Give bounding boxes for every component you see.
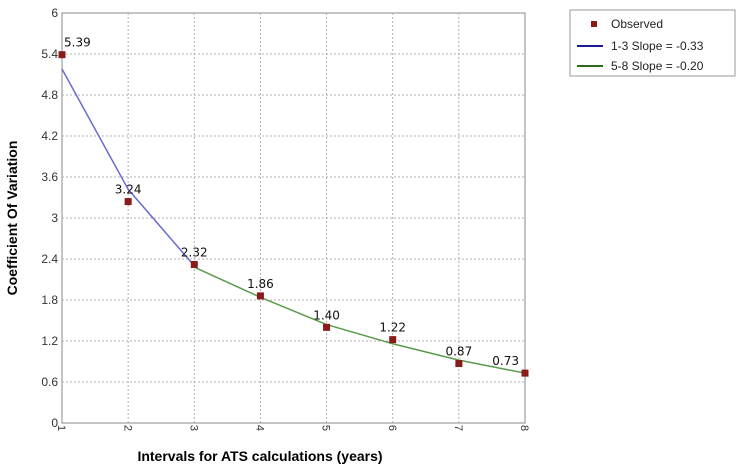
x-tick-label: 6 (386, 425, 398, 431)
legend: Observed 1-3 Slope = -0.33 5-8 Slope = -… (569, 9, 736, 77)
y-tick-label: 4.2 (41, 129, 58, 143)
data-label: 3.24 (115, 183, 142, 197)
legend-line2-label: 5-8 Slope = -0.20 (611, 59, 704, 73)
y-tick-label: 4.8 (41, 88, 58, 102)
x-tick-label: 7 (452, 425, 464, 431)
y-tick-label: 0.6 (41, 375, 58, 389)
legend-line1-label: 1-3 Slope = -0.33 (611, 39, 704, 53)
y-tick-label: 1.8 (41, 293, 58, 307)
y-tick-label: 3.6 (41, 170, 58, 184)
trend-line-2 (193, 266, 526, 374)
y-tick-label: 1.2 (41, 334, 58, 348)
data-label: 5.39 (64, 36, 91, 50)
y-axis-title: Coefficient Of Variation (4, 141, 20, 296)
y-tick-label: 5.4 (41, 47, 58, 61)
y-axis-ticks: 0 0.6 1.2 1.8 2.4 3 3.6 4.2 4.8 5.4 6 (41, 6, 58, 430)
data-label: 1.86 (247, 277, 274, 291)
trend-line-1 (61, 68, 195, 267)
data-label: 0.87 (445, 345, 472, 359)
data-label: 2.32 (181, 245, 208, 259)
observed-points (58, 51, 529, 377)
data-label: 0.73 (492, 354, 519, 368)
observed-point (389, 336, 397, 344)
legend-observed-label: Observed (611, 17, 663, 31)
y-tick-label: 6 (51, 6, 58, 20)
x-tick-label: 8 (518, 425, 530, 431)
y-tick-label: 2.4 (41, 252, 58, 266)
observed-point (455, 360, 463, 368)
legend-observed-marker (591, 21, 597, 27)
observed-point (521, 369, 529, 377)
observed-point (58, 51, 66, 59)
observed-point (124, 198, 132, 206)
data-label: 1.22 (379, 321, 406, 335)
observed-point (190, 260, 198, 268)
x-tick-label: 2 (121, 425, 133, 431)
observed-point (323, 323, 331, 331)
data-labels: 5.39 3.24 2.32 1.86 1.40 1.22 0.87 0.73 (64, 36, 519, 368)
observed-point (256, 292, 264, 300)
y-tick-label: 3 (51, 211, 58, 225)
y-tick-label: 0 (51, 416, 58, 430)
x-tick-label: 1 (55, 425, 67, 431)
data-label: 1.40 (313, 308, 340, 322)
grid (62, 13, 525, 423)
trend-lines (61, 68, 526, 374)
x-tick-label: 3 (187, 425, 199, 431)
x-axis-ticks: 1 2 3 4 5 6 7 8 (55, 425, 530, 431)
x-tick-label: 5 (320, 425, 332, 431)
x-axis-title: Intervals for ATS calculations (years) (137, 448, 382, 464)
x-tick-label: 4 (254, 425, 266, 431)
